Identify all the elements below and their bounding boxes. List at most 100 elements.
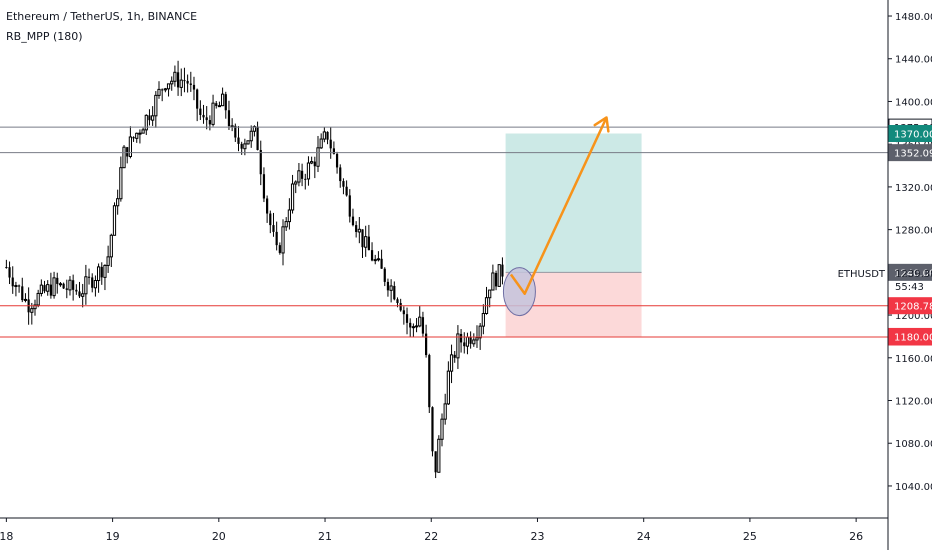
candle-body-up: [46, 284, 50, 292]
candle: [154, 91, 158, 128]
candle: [262, 167, 266, 203]
candle: [199, 100, 202, 120]
candle-body-down: [205, 117, 208, 121]
candle: [414, 318, 419, 333]
candle-body-down: [240, 143, 243, 149]
candle-body-down: [326, 131, 329, 140]
candle: [497, 264, 501, 287]
candle-body-up: [58, 283, 63, 286]
candle: [278, 242, 281, 255]
candle-body-up: [246, 140, 250, 145]
time-tick-label: 20: [212, 530, 226, 543]
indicator-label[interactable]: RB_MPP (180): [6, 30, 83, 43]
candle-body-down: [370, 250, 374, 261]
candle-body-down: [202, 114, 205, 118]
projection-arrow: [509, 116, 608, 295]
candle: [304, 173, 307, 190]
candle: [30, 302, 34, 325]
candle: [56, 272, 59, 294]
price-label-text: 1352.09: [894, 149, 932, 160]
candle-body-up: [103, 264, 107, 278]
candle: [62, 282, 65, 290]
candle-body-down: [275, 231, 278, 246]
candle: [215, 100, 218, 109]
candle: [284, 217, 288, 231]
candle: [351, 208, 355, 227]
candle-body-down: [421, 317, 425, 334]
candle: [21, 277, 24, 303]
candle-body-down: [215, 103, 218, 106]
price-axis: 1480.001440.001400.001360.001320.001280.…: [838, 0, 932, 550]
candle: [357, 216, 361, 244]
price-tick-label: 1480.00: [895, 12, 932, 23]
price-tick-label: 1400.00: [895, 97, 932, 108]
candle: [230, 118, 234, 132]
candle-body-down: [262, 174, 266, 199]
candle-body-down: [43, 285, 46, 292]
candle: [173, 65, 177, 87]
candle: [402, 306, 405, 325]
candle: [488, 289, 492, 308]
candle: [456, 325, 460, 369]
time-tick-label: 19: [106, 530, 120, 543]
candle-body-up: [252, 126, 257, 132]
candle-body-up: [173, 71, 177, 82]
candle: [138, 129, 142, 144]
candle-body-up: [119, 167, 123, 200]
price-tick-label: 1040.00: [895, 482, 932, 493]
candle-body-down: [335, 153, 339, 168]
candle-body-up: [488, 289, 492, 299]
candle: [68, 276, 72, 296]
candle-body-down: [463, 342, 466, 347]
candle: [33, 299, 37, 316]
candle-body-down: [5, 267, 8, 269]
candle-body-up: [290, 183, 295, 211]
candle-body-up: [478, 325, 482, 339]
candle-body-up: [284, 221, 288, 228]
candle: [463, 332, 466, 354]
candle: [84, 264, 88, 305]
candle-body-up: [281, 226, 285, 254]
candle: [91, 273, 94, 293]
candle-body-down: [304, 178, 307, 180]
candle: [469, 331, 472, 349]
candle: [453, 350, 456, 363]
candle: [376, 251, 381, 262]
price-label-box: [888, 327, 932, 345]
candle-body-down: [434, 451, 437, 473]
candle: [306, 156, 311, 186]
candle-body-down: [402, 310, 405, 315]
candle: [319, 133, 323, 149]
candle-body-down: [383, 268, 386, 282]
candle: [345, 180, 348, 197]
candle-body-up: [481, 312, 485, 327]
candle: [208, 115, 211, 131]
candle-body-down: [49, 284, 52, 296]
candle-body-down: [266, 198, 269, 214]
candle: [440, 413, 444, 447]
candle: [434, 451, 437, 479]
candle-body-down: [342, 181, 345, 187]
price-tick-label: 1440.00: [895, 55, 932, 66]
candle: [329, 127, 332, 159]
candle: [256, 121, 259, 151]
candle-body-up: [39, 284, 43, 294]
last-price-symbol: ETHUSDT: [838, 269, 886, 280]
candle: [386, 278, 390, 297]
symbol-title: Ethereum / TetherUS, 1h, BINANCE: [6, 10, 198, 23]
candle-body-up: [357, 228, 361, 233]
candle: [157, 81, 161, 99]
candle: [103, 264, 107, 291]
candle: [459, 329, 463, 353]
candle: [52, 271, 56, 299]
candle-body-down: [329, 139, 332, 149]
candle: [224, 91, 227, 119]
candle-body-up: [322, 131, 326, 140]
candle: [116, 189, 120, 215]
marker-label-1370.00: 1370.00: [888, 125, 932, 143]
candle-body-up: [109, 234, 113, 258]
candle: [141, 127, 145, 134]
candle-body-up: [475, 337, 479, 341]
candle: [431, 406, 434, 457]
